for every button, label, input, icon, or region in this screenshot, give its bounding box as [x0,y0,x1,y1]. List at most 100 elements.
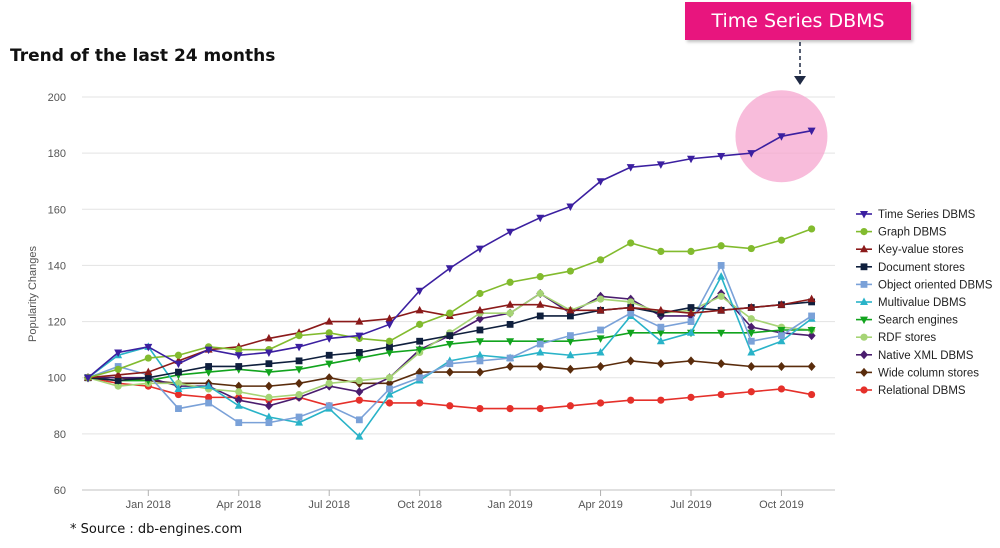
legend-marker [860,281,868,288]
legend-marker [860,350,868,360]
data-point [416,320,424,328]
data-point [325,317,334,325]
data-point [445,265,454,273]
data-point [265,419,273,427]
data-point [777,336,786,345]
data-point [205,363,212,370]
data-point [475,245,484,254]
data-point [385,390,394,398]
data-point [626,303,635,311]
data-point [204,369,213,377]
data-point [687,356,695,366]
legend-item-rdf-stores: RDF stores [856,332,936,344]
legend-item-search-engines: Search engines [856,315,958,327]
data-point [475,350,484,359]
data-point [506,361,515,371]
legend-label: Wide column stores [878,367,979,379]
data-point [747,337,755,345]
legend-label: RDF stores [878,332,936,344]
data-point [687,328,695,336]
data-point [717,329,726,338]
data-point [506,354,514,362]
data-point [807,127,816,136]
data-point [566,267,575,275]
data-point [355,387,364,397]
axis-layer: 60 80 100 120 140 160 180 200 Jan 2018 Apr 2018 Ju… [27,92,804,511]
data-point [626,356,635,366]
data-point [355,332,364,341]
data-point [174,351,183,359]
data-point [657,247,665,255]
data-point [476,326,484,334]
data-point [264,369,273,377]
data-point [476,289,484,298]
legend-label: Graph DBMS [878,227,947,239]
y-tick-label: 80 [54,429,66,441]
data-point [506,320,514,328]
data-point [385,399,394,407]
data-point [295,413,303,421]
series-native-xml-dbms [84,289,816,411]
data-point [235,419,243,427]
legend-item-key-value-stores: Key-value stores [856,244,964,256]
data-point [566,305,575,314]
data-point [777,133,786,141]
data-point [566,350,575,359]
legend-item-relational-dbms: Relational DBMS [856,385,966,397]
data-point [325,373,334,383]
legend-marker [860,244,868,253]
data-point [536,214,545,223]
highlight-layer [735,42,828,183]
data-point [355,432,364,440]
data-point [234,401,243,409]
data-point [596,361,605,371]
grid-layer [82,96,835,491]
data-point [114,377,122,384]
legend-label: Object oriented DBMS [878,279,993,291]
data-point [717,292,725,300]
data-point [567,312,574,320]
data-point [174,384,183,392]
data-point [114,370,123,378]
legend-label: Time Series DBMS [878,209,976,221]
legend-label: Relational DBMS [878,385,966,397]
legend-marker [860,228,868,236]
data-point [536,361,545,371]
data-point [717,390,725,399]
data-point [445,341,454,349]
data-point [325,360,334,369]
data-point [446,402,454,410]
legend-item-object-oriented-dbms: Object oriented DBMS [856,279,993,291]
data-point [717,272,726,280]
data-point [355,355,364,363]
data-point [777,236,786,244]
data-point [476,404,484,413]
legend-item-graph-dbms: Graph DBMS [856,227,947,239]
data-point [174,360,183,369]
legend-marker [860,386,868,394]
data-point [807,326,816,335]
legend-marker [860,367,868,377]
data-point [626,164,635,172]
data-point [234,395,243,405]
x-tick-label: Jan 2019 [487,499,532,511]
data-point [687,318,695,325]
data-point [656,329,665,338]
data-point [416,399,424,407]
data-point [386,385,393,393]
data-point [325,351,333,359]
data-point [777,385,786,393]
legend-item-native-xml-dbms: Native XML DBMS [856,350,974,362]
data-point [295,343,304,352]
data-point [265,360,273,368]
source-note: * Source : db-engines.com [70,522,243,537]
data-point [175,368,182,376]
x-tick-label: Jul 2018 [308,499,350,511]
data-point [687,304,695,311]
data-point [717,305,726,314]
data-point [596,295,605,303]
data-point [627,309,635,317]
legend-item-wide-column-stores: Wide column stores [856,367,979,379]
data-point [656,305,665,314]
data-point [445,367,454,377]
